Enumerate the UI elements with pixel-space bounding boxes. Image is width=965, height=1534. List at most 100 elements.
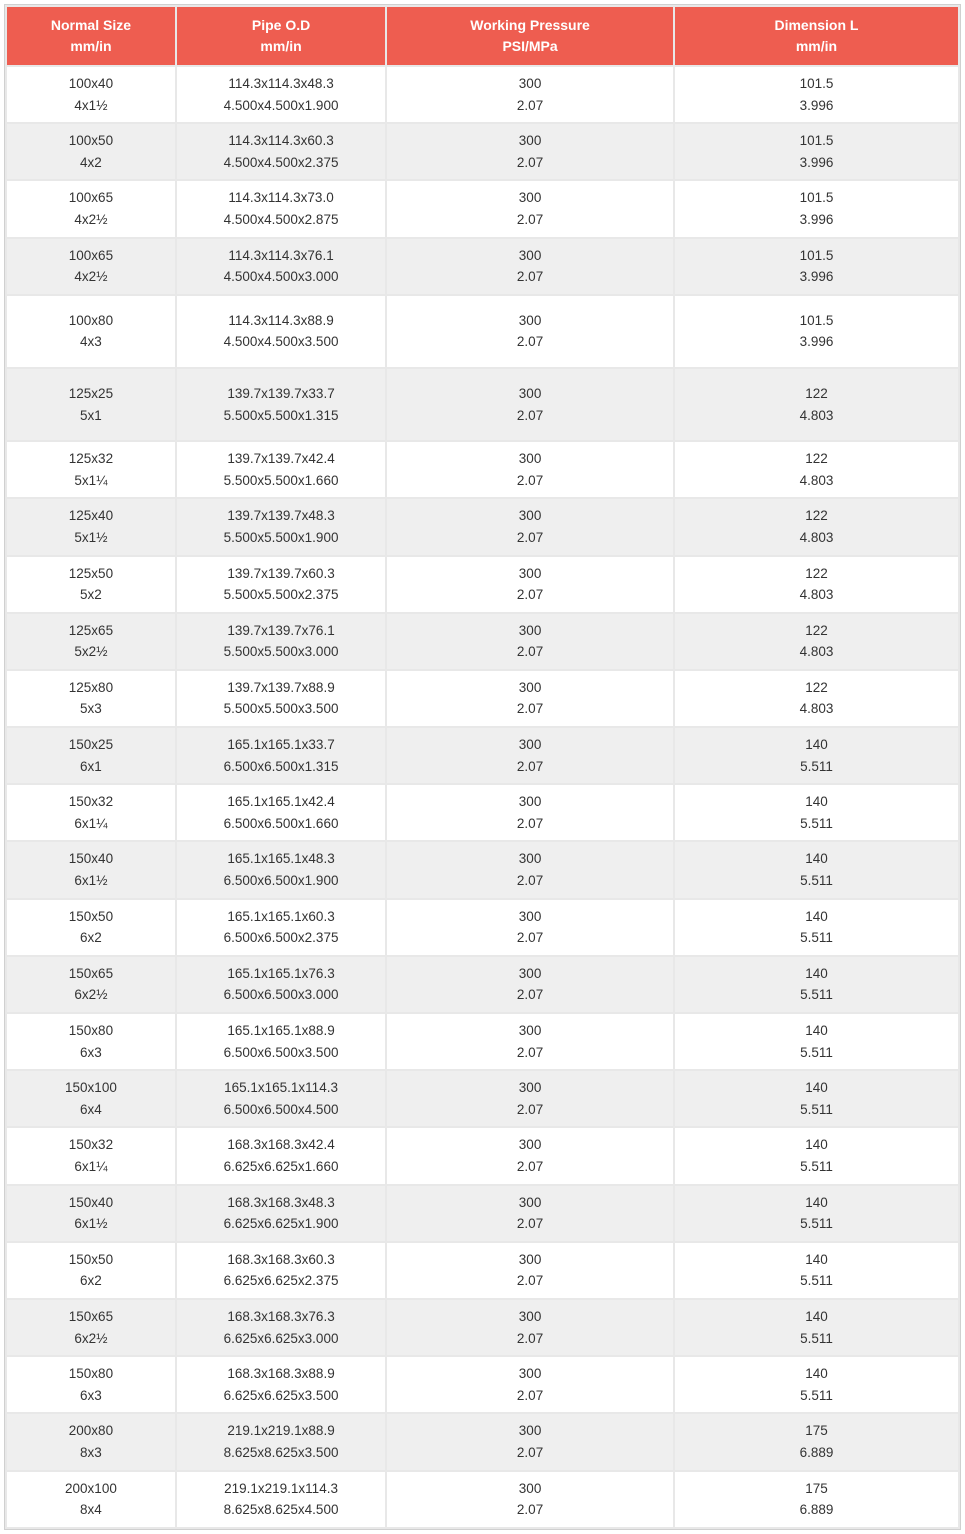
cell-line2: 4.803	[800, 408, 834, 423]
cell-line2: 6.889	[800, 1502, 834, 1517]
cell-line1: 140	[805, 1252, 828, 1267]
cell-pipe-od: 139.7x139.7x33.75.500x5.500x1.315	[177, 369, 385, 440]
cell-line2: 5x1¼	[74, 473, 107, 488]
cell-line2: 6.625x6.625x1.660	[224, 1159, 339, 1174]
cell-line1: 300	[519, 1366, 542, 1381]
cell-line2: 5.500x5.500x2.375	[224, 587, 339, 602]
header-line1: Dimension L	[774, 17, 858, 33]
cell-line1: 101.5	[800, 133, 834, 148]
cell-line1: 300	[519, 1423, 542, 1438]
cell-line2: 2.07	[517, 1331, 543, 1346]
cell-dimension-l: 101.53.996	[675, 296, 958, 367]
cell-working-pressure: 3002.07	[387, 181, 673, 236]
cell-working-pressure: 3002.07	[387, 671, 673, 726]
cell-line1: 139.7x139.7x42.4	[227, 451, 334, 466]
cell-normal-size: 150x656x2½	[7, 957, 175, 1012]
cell-line1: 165.1x165.1x88.9	[227, 1023, 334, 1038]
cell-line1: 300	[519, 1080, 542, 1095]
cell-line1: 140	[805, 851, 828, 866]
cell-dimension-l: 101.53.996	[675, 181, 958, 236]
cell-working-pressure: 3002.07	[387, 296, 673, 367]
cell-line2: 2.07	[517, 816, 543, 831]
cell-pipe-od: 165.1x165.1x88.96.500x6.500x3.500	[177, 1014, 385, 1069]
cell-line1: 165.1x165.1x60.3	[227, 909, 334, 924]
cell-normal-size: 150x806x3	[7, 1014, 175, 1069]
cell-line2: 6x2½	[74, 987, 107, 1002]
cell-line2: 6.625x6.625x3.000	[224, 1331, 339, 1346]
cell-line1: 125x65	[69, 623, 113, 638]
cell-line1: 150x32	[69, 1137, 113, 1152]
cell-line1: 300	[519, 623, 542, 638]
cell-line2: 5x1	[80, 408, 102, 423]
cell-dimension-l: 1224.803	[675, 369, 958, 440]
table-row: 100x504x2114.3x114.3x60.34.500x4.500x2.3…	[7, 124, 958, 179]
cell-normal-size: 100x804x3	[7, 296, 175, 367]
table-row: 150x656x2½168.3x168.3x76.36.625x6.625x3.…	[7, 1300, 958, 1355]
cell-line2: 2.07	[517, 1445, 543, 1460]
cell-line1: 139.7x139.7x48.3	[227, 508, 334, 523]
cell-pipe-od: 114.3x114.3x88.94.500x4.500x3.500	[177, 296, 385, 367]
table-row: 125x405x1½139.7x139.7x48.35.500x5.500x1.…	[7, 499, 958, 554]
cell-line2: 2.07	[517, 1502, 543, 1517]
table-row: 150x656x2½ 165.1x165.1x76.3 6.500x6.500x3.…	[7, 957, 958, 1012]
cell-normal-size: 125x255x1	[7, 369, 175, 440]
cell-line2: 6.500x6.500x2.375	[224, 930, 339, 945]
header-line2: mm/in	[70, 38, 111, 54]
cell-line2: 4x2½	[74, 212, 107, 227]
cell-line2: 5.500x5.500x3.000	[224, 644, 339, 659]
cell-line1: 150x25	[69, 737, 113, 752]
cell-line1: 140	[805, 966, 828, 981]
table-row: 150x806x3168.3x168.3x88.96.625x6.625x3.5…	[7, 1357, 958, 1412]
cell-normal-size: 150x506x2	[7, 1243, 175, 1298]
cell-line2: 2.07	[517, 701, 543, 716]
cell-line1: 165.1x165.1x33.7	[227, 737, 334, 752]
cell-working-pressure: 3002.07	[387, 728, 673, 783]
cell-line2: 5.511	[800, 1216, 833, 1231]
cell-line1: 300	[519, 248, 542, 263]
cell-dimension-l: 1405.511	[675, 785, 958, 840]
cell-line1: 300	[519, 1252, 542, 1267]
cell-line1: 300	[519, 313, 542, 328]
cell-line1: 100x65	[69, 248, 113, 263]
cell-line2: 8x4	[80, 1502, 102, 1517]
cell-line2: 2.07	[517, 587, 543, 602]
col-header-pipe-od: Pipe O.D mm/in	[177, 7, 385, 65]
table-row: 125x255x1139.7x139.7x33.75.500x5.500x1.3…	[7, 369, 958, 440]
cell-dimension-l: 1405.511	[675, 1186, 958, 1241]
cell-line1: 165.1x165.1x76.3	[227, 966, 334, 981]
cell-line2: 2.07	[517, 1216, 543, 1231]
cell-line2: 4x3	[80, 334, 102, 349]
cell-pipe-od: 165.1x165.1x60.3 6.500x6.500x2.375	[177, 900, 385, 955]
cell-dimension-l: 1405.511	[675, 728, 958, 783]
cell-normal-size: 125x655x2½	[7, 614, 175, 669]
table-row: 125x655x2½139.7x139.7x76.15.500x5.500x3.…	[7, 614, 958, 669]
cell-line2: 5.500x5.500x1.660	[224, 473, 339, 488]
cell-line1: 300	[519, 190, 542, 205]
cell-line2: 6.500x6.500x1.900	[224, 873, 339, 888]
cell-line1: 300	[519, 1309, 542, 1324]
cell-line1: 168.3x168.3x42.4	[227, 1137, 334, 1152]
cell-line1: 122	[805, 451, 828, 466]
cell-dimension-l: 1405.511	[675, 1243, 958, 1298]
cell-dimension-l: 1405.511	[675, 1071, 958, 1126]
cell-line1: 300	[519, 794, 542, 809]
cell-normal-size: 125x325x1¼	[7, 442, 175, 497]
cell-normal-size: 100x404x1½	[7, 67, 175, 122]
cell-normal-size: 150x806x3	[7, 1357, 175, 1412]
cell-normal-size: 100x654x2½	[7, 239, 175, 294]
cell-line2: 6x1	[80, 759, 102, 774]
cell-line2: 6.500x6.500x3.000	[224, 987, 339, 1002]
cell-working-pressure: 300 2.07	[387, 1414, 673, 1469]
table-row: 125x325x1¼ 139.7x139.7x42.4 5.500x5.500x1.…	[7, 442, 958, 497]
cell-line2: 5.511	[800, 1102, 833, 1117]
cell-line2: 5x2	[80, 587, 102, 602]
cell-line2: 4x2	[80, 155, 102, 170]
cell-line1: 140	[805, 1309, 828, 1324]
cell-line1: 150x50	[69, 909, 113, 924]
cell-line1: 122	[805, 623, 828, 638]
cell-line2: 4x1½	[74, 98, 107, 113]
cell-line1: 168.3x168.3x76.3	[227, 1309, 334, 1324]
cell-line2: 2.07	[517, 408, 543, 423]
table-row: 100x804x3114.3x114.3x88.94.500x4.500x3.5…	[7, 296, 958, 367]
cell-line2: 2.07	[517, 530, 543, 545]
